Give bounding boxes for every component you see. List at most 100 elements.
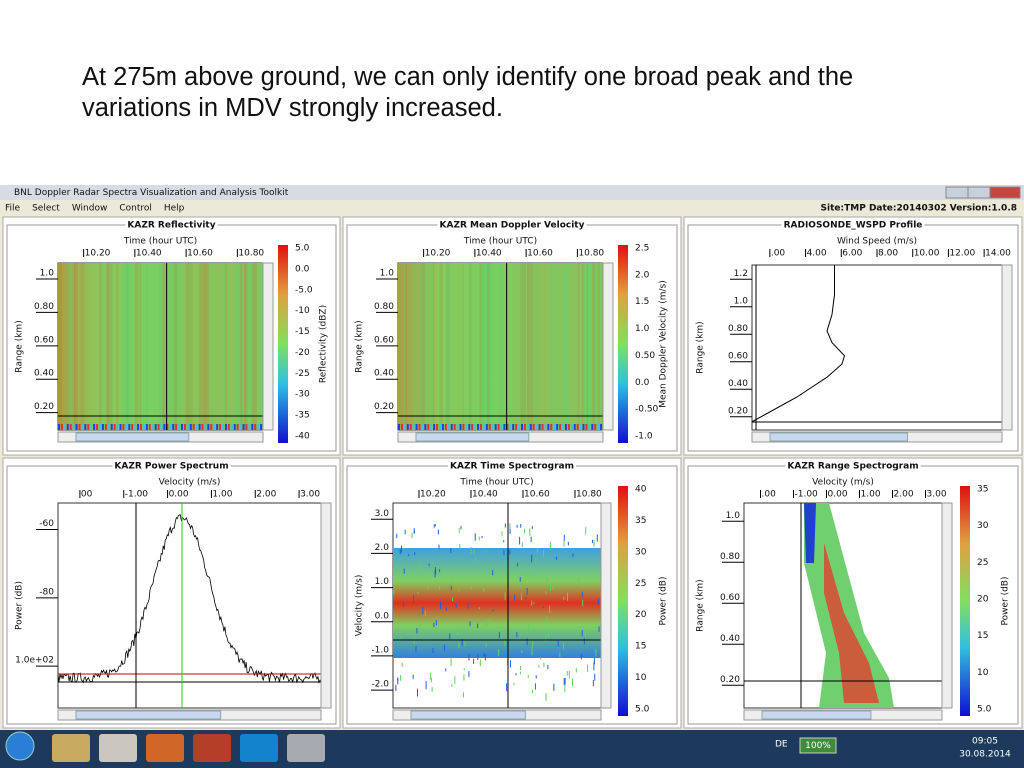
- surface-pixel: [597, 424, 600, 430]
- spectrogram-speck: [546, 617, 548, 623]
- surface-pixel: [482, 424, 485, 430]
- spectrogram-speck: [449, 633, 451, 640]
- surface-pixel: [462, 424, 465, 430]
- spectrogram-speck: [467, 603, 469, 609]
- heatmap-streak: [239, 263, 244, 430]
- spectrogram-speck: [489, 618, 491, 621]
- maximize-button[interactable]: [967, 186, 991, 199]
- y-tick-label: 0.60: [374, 335, 394, 345]
- x-tick-label: 10.80: [576, 490, 602, 500]
- spectrogram-speck: [542, 606, 544, 609]
- surface-pixel: [471, 424, 474, 430]
- heatmap-streak: [484, 263, 488, 430]
- x-tick-label: 3.00: [300, 490, 320, 500]
- surface-pixel: [415, 424, 418, 430]
- colorbar-tick-label: -25: [295, 369, 310, 379]
- v-scrollbar[interactable]: [1001, 264, 1013, 431]
- heatmap-streak: [169, 263, 173, 430]
- heatmap-streak: [562, 263, 566, 430]
- surface-pixel: [453, 424, 456, 430]
- surface-pixel: [183, 424, 186, 430]
- title-background: [125, 220, 218, 230]
- heatmap-streak: [159, 263, 163, 430]
- y-tick-label: 1.0: [40, 269, 55, 279]
- close-button[interactable]: [989, 186, 1021, 199]
- v-scrollbar[interactable]: [602, 262, 614, 431]
- taskbar-app[interactable]: [287, 734, 325, 762]
- menu-item[interactable]: Control: [119, 204, 152, 214]
- v-scrollbar[interactable]: [941, 502, 953, 709]
- spectrogram-speck: [483, 588, 485, 592]
- spectrogram-speck: [566, 671, 568, 676]
- spectrogram-speck: [484, 653, 486, 661]
- spectrogram-speck: [597, 599, 599, 605]
- surface-pixel: [134, 424, 137, 430]
- v-scrollbar[interactable]: [320, 502, 332, 709]
- colorbar-tick-label: 20: [635, 610, 647, 620]
- spectrogram-speck: [417, 688, 419, 697]
- h-scroll-thumb[interactable]: [410, 710, 526, 720]
- colorbar-tick-label: 30: [635, 547, 647, 557]
- heatmap-streak: [126, 263, 128, 430]
- v-scrollbar[interactable]: [600, 502, 612, 709]
- spectrogram-speck: [543, 550, 545, 558]
- taskbar-app[interactable]: [52, 734, 90, 762]
- taskbar-app[interactable]: [240, 734, 278, 762]
- h-scroll-thumb[interactable]: [75, 432, 190, 442]
- spectrogram-speck: [451, 683, 453, 687]
- h-scroll-thumb[interactable]: [415, 432, 530, 442]
- spectrogram-speck: [527, 675, 529, 679]
- spectrogram-speck: [549, 584, 551, 591]
- title-background: [781, 220, 925, 230]
- plot-area: [57, 502, 322, 709]
- spectrogram-speck: [575, 667, 577, 673]
- y-tick-label: 0.80: [720, 552, 740, 562]
- x-tick-label: 10.80: [578, 249, 604, 259]
- taskbar-app[interactable]: [99, 734, 137, 762]
- h-scroll-thumb[interactable]: [75, 710, 222, 720]
- surface-pixel: [591, 424, 594, 430]
- surface-pixel: [239, 424, 242, 430]
- menu-item[interactable]: File: [5, 204, 21, 214]
- taskbar-app[interactable]: [146, 734, 184, 762]
- menu-item[interactable]: Select: [32, 204, 60, 214]
- minimize-button[interactable]: [945, 186, 969, 199]
- colorbar-tick-label: 5.0: [295, 244, 310, 254]
- surface-pixel: [210, 424, 213, 430]
- spectrogram-speck: [463, 674, 465, 681]
- heatmap-streak: [523, 263, 526, 430]
- h-scroll-thumb[interactable]: [769, 432, 908, 442]
- spectrogram-speck: [422, 607, 424, 615]
- heatmap-streak: [121, 263, 126, 430]
- spectrogram-speck: [564, 677, 566, 685]
- spectrogram-speck: [581, 591, 583, 598]
- surface-pixel: [433, 424, 436, 430]
- start-button[interactable]: [5, 731, 35, 761]
- surface-pixel: [78, 424, 81, 430]
- spectrogram-speck: [552, 584, 554, 590]
- spectrogram-speck: [456, 629, 458, 636]
- taskbar-app[interactable]: [193, 734, 231, 762]
- heatmap-streak: [109, 263, 113, 430]
- surface-pixel: [576, 424, 579, 430]
- spectrogram-speck: [595, 648, 597, 657]
- menu-item[interactable]: Help: [164, 204, 185, 214]
- spectrogram-speck: [433, 524, 435, 528]
- heatmap-streak: [98, 263, 102, 430]
- surface-pixel: [166, 424, 169, 430]
- surface-pixel: [497, 424, 500, 430]
- heatmap-streak: [594, 263, 596, 430]
- heatmap-streak: [239, 263, 243, 430]
- heatmap-streak: [429, 263, 434, 430]
- v-scrollbar[interactable]: [262, 262, 274, 431]
- spectrogram-speck: [397, 678, 399, 685]
- surface-pixel: [181, 424, 183, 430]
- x-tick-label: 10.20: [425, 249, 451, 259]
- surface-pixel: [512, 424, 515, 430]
- spectrogram-speck: [568, 670, 570, 679]
- spectrogram-speck: [416, 628, 418, 634]
- h-scroll-thumb[interactable]: [761, 710, 872, 720]
- menu-item[interactable]: Window: [72, 204, 108, 214]
- spectrogram-speck: [509, 549, 511, 555]
- spectrogram-speck: [545, 692, 547, 701]
